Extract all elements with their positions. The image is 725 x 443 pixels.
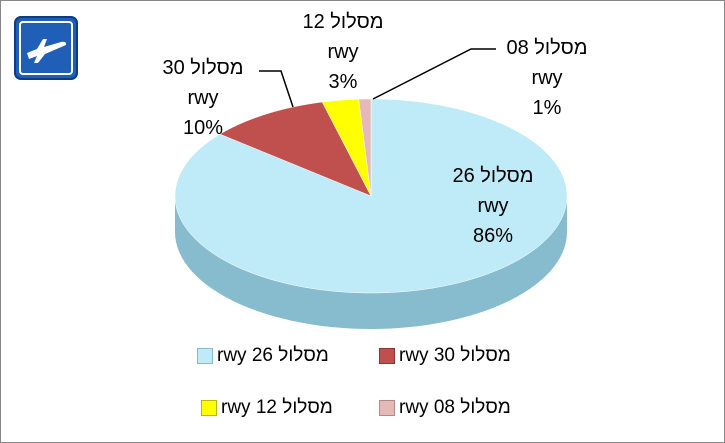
slice [321, 98, 372, 197]
data-label: מסלול 26 rwy 86% [452, 165, 534, 247]
legend-swatch [201, 400, 217, 416]
legend-item: מסלול 30 rwy [379, 345, 511, 367]
data-label: מסלול 08 rwy 1% [506, 37, 588, 119]
legend-swatch [197, 348, 213, 364]
data-label: מסלול 12 rwy 3% [302, 11, 384, 93]
slice [219, 101, 372, 197]
legend-item: מסלול 08 rwy [379, 397, 511, 419]
leader-line [372, 48, 496, 100]
slice [358, 98, 372, 197]
data-label: מסלול 30 rwy 10% [162, 57, 244, 139]
legend-swatch [379, 348, 395, 364]
plane-icon [14, 16, 78, 80]
slice-side [175, 196, 567, 329]
legend-swatch [379, 400, 395, 416]
legend-item: מסלול 12 rwy [201, 397, 333, 419]
leader-line [259, 70, 294, 108]
legend-item: מסלול 26 rwy [197, 345, 329, 367]
